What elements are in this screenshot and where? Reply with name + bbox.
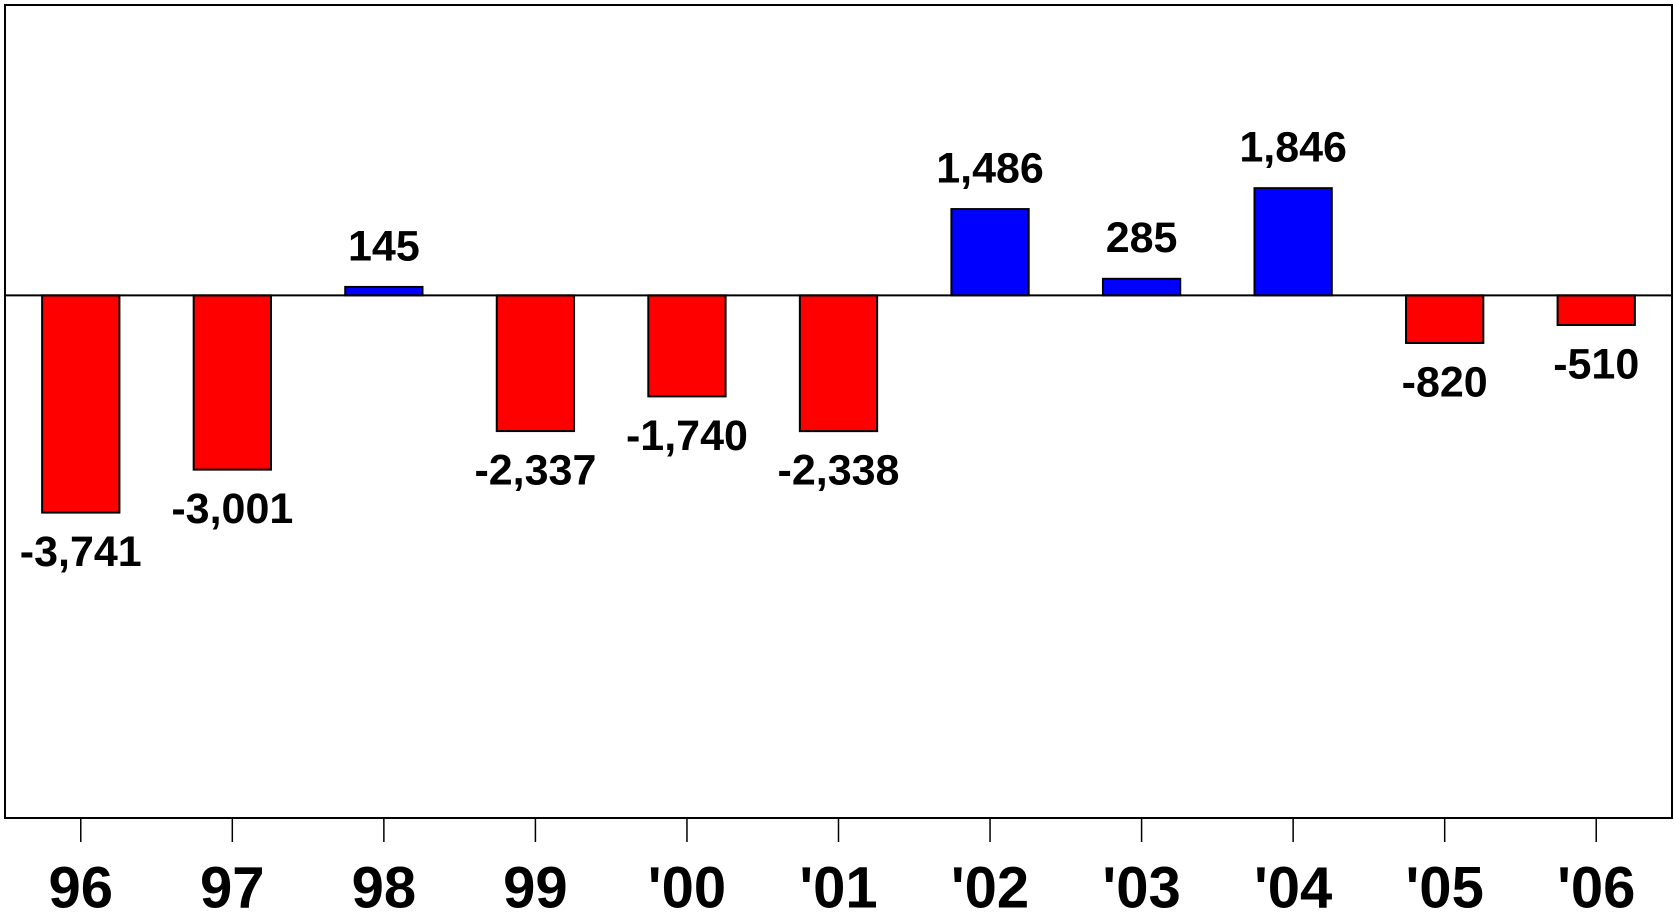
bar (1556, 294, 1636, 326)
x-tick-label: '04 (1254, 855, 1332, 920)
x-tick-label: '00 (648, 855, 726, 920)
bar (950, 208, 1030, 297)
value-label: -1,740 (626, 412, 748, 460)
value-label: 1,486 (936, 144, 1044, 192)
bar (798, 294, 879, 433)
value-label: -3,001 (171, 485, 293, 533)
x-tick-label: '02 (951, 855, 1029, 920)
value-label: -2,337 (474, 446, 596, 494)
value-label: 1,846 (1239, 124, 1347, 172)
x-tick-label: 96 (49, 855, 114, 920)
x-tick-label: 97 (200, 855, 265, 920)
bar (1405, 294, 1485, 344)
value-label: -2,338 (778, 446, 900, 494)
value-label: -3,741 (20, 528, 142, 576)
value-label: -510 (1553, 340, 1639, 388)
value-label: 145 (348, 222, 420, 270)
bar (1253, 187, 1333, 297)
x-tick-label: '01 (799, 855, 877, 920)
bar (495, 294, 576, 433)
x-tick-label: '06 (1557, 855, 1635, 920)
value-label: -820 (1402, 358, 1488, 406)
x-tick-label: '03 (1102, 855, 1180, 920)
x-tick-label: 99 (503, 855, 568, 920)
bar (192, 294, 272, 471)
x-tick-label: '05 (1406, 855, 1484, 920)
x-tick-label: 98 (352, 855, 417, 920)
bar (344, 285, 424, 297)
bar (1101, 277, 1182, 297)
value-label: 285 (1106, 214, 1178, 262)
bar (647, 294, 727, 398)
bar (41, 294, 121, 514)
